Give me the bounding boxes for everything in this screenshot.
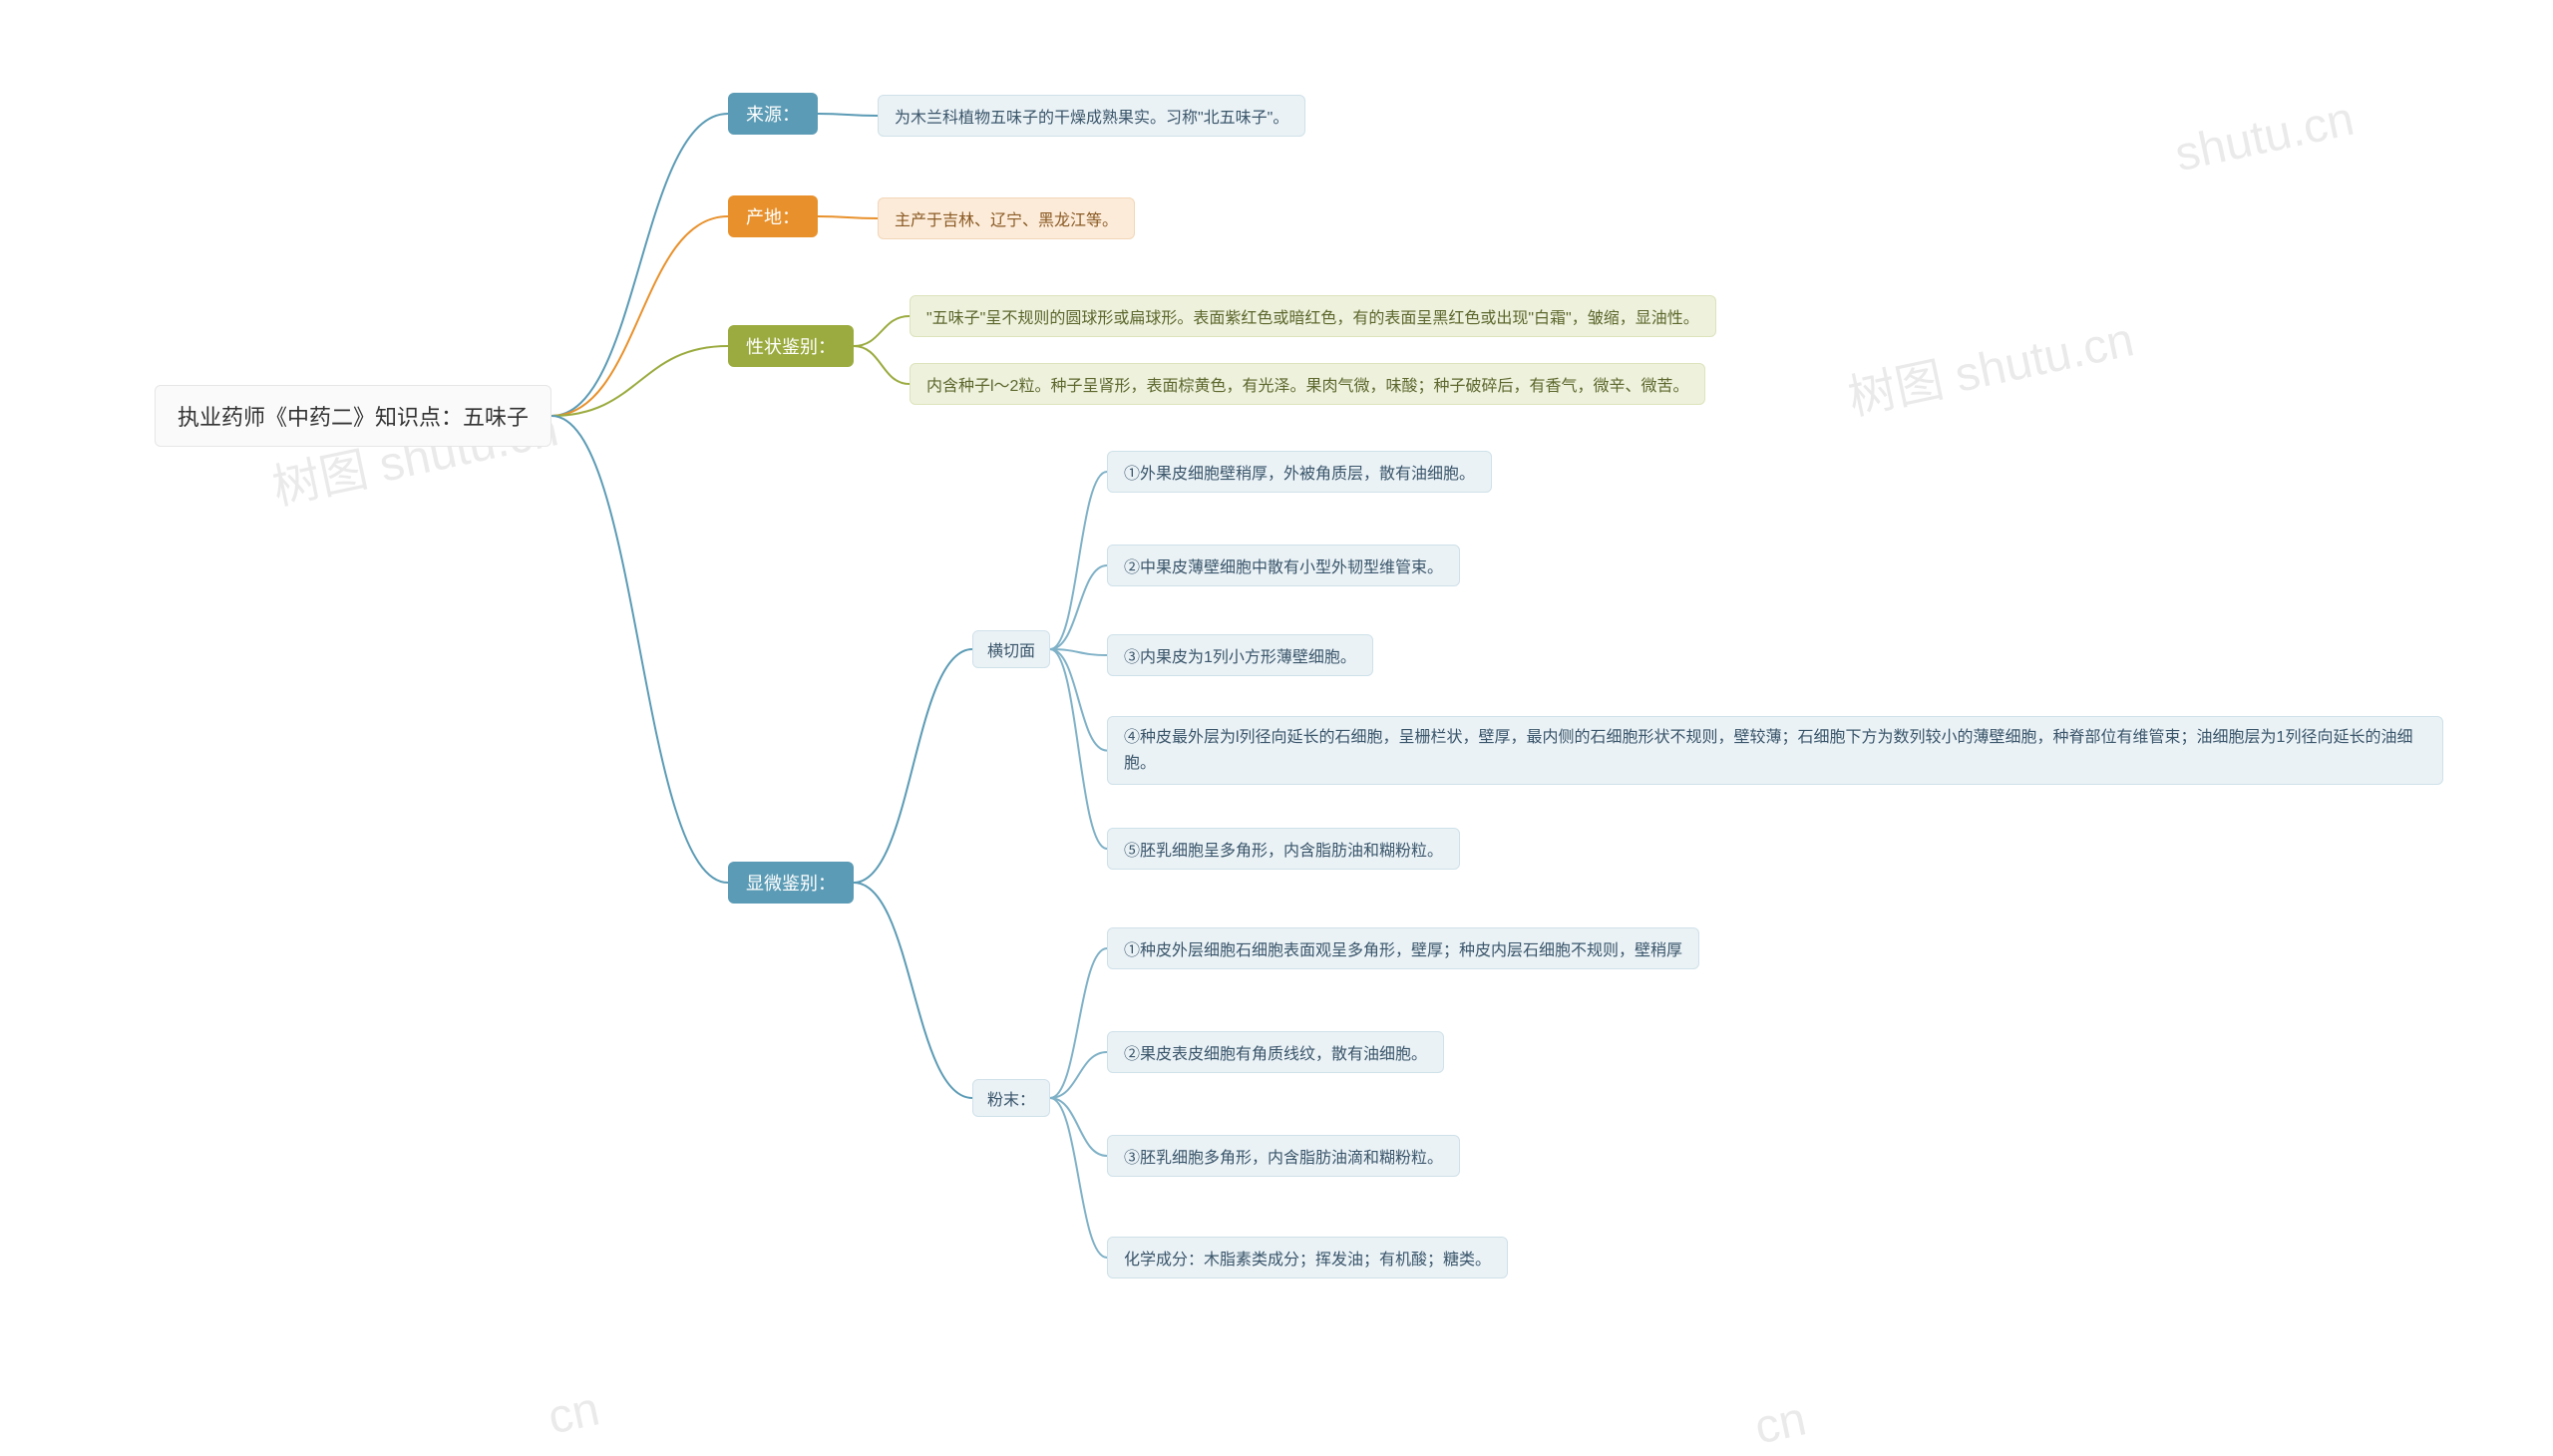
leaf-b1l1: 为木兰科植物五味子的干燥成熟果实。习称"北五味子"。 [878, 95, 1305, 137]
mid-b4c2: 粉末： [972, 1079, 1050, 1117]
watermark: shutu.cn [2170, 92, 2359, 183]
leaf-b3l2: 内含种子l～2粒。种子呈肾形，表面棕黄色，有光泽。果肉气微，味酸；种子破碎后，有… [910, 363, 1705, 405]
watermark: 树图 shutu.cn [1841, 300, 2139, 429]
leaf-b3l1: "五味子"呈不规则的圆球形或扁球形。表面紫红色或暗红色，有的表面呈黑红色或出现"… [910, 295, 1716, 337]
branch-b4: 显微鉴别： [728, 862, 854, 904]
mid-b4c1: 横切面 [972, 630, 1050, 668]
watermark: cn [1750, 1391, 1811, 1455]
branch-b2: 产地： [728, 195, 818, 237]
branch-b1: 来源： [728, 93, 818, 135]
branch-b3: 性状鉴别： [728, 325, 854, 367]
root-node: 执业药师《中药二》知识点：五味子 [155, 385, 551, 447]
leaf-b2l1: 主产于吉林、辽宁、黑龙江等。 [878, 197, 1135, 239]
leaf-b4c1l4: ④种皮最外层为l列径向延长的石细胞，呈栅栏状，壁厚，最内侧的石细胞形状不规则，壁… [1107, 716, 2443, 785]
connector-layer [0, 0, 2553, 1416]
leaf-b4c2l4: 化学成分：木脂素类成分；挥发油；有机酸；糖类。 [1107, 1237, 1508, 1278]
leaf-b4c2l2: ②果皮表皮细胞有角质线纹，散有油细胞。 [1107, 1031, 1444, 1073]
leaf-b4c1l1: ①外果皮细胞壁稍厚，外被角质层，散有油细胞。 [1107, 451, 1492, 493]
leaf-b4c1l3: ③内果皮为1列小方形薄壁细胞。 [1107, 634, 1373, 676]
watermark: cn [544, 1381, 604, 1445]
leaf-b4c1l2: ②中果皮薄壁细胞中散有小型外韧型维管束。 [1107, 545, 1460, 586]
leaf-b4c2l3: ③胚乳细胞多角形，内含脂肪油滴和糊粉粒。 [1107, 1135, 1460, 1177]
leaf-b4c1l5: ⑤胚乳细胞呈多角形，内含脂肪油和糊粉粒。 [1107, 828, 1460, 870]
leaf-b4c2l1: ①种皮外层细胞石细胞表面观呈多角形，壁厚；种皮内层石细胞不规则，壁稍厚 [1107, 927, 1699, 969]
